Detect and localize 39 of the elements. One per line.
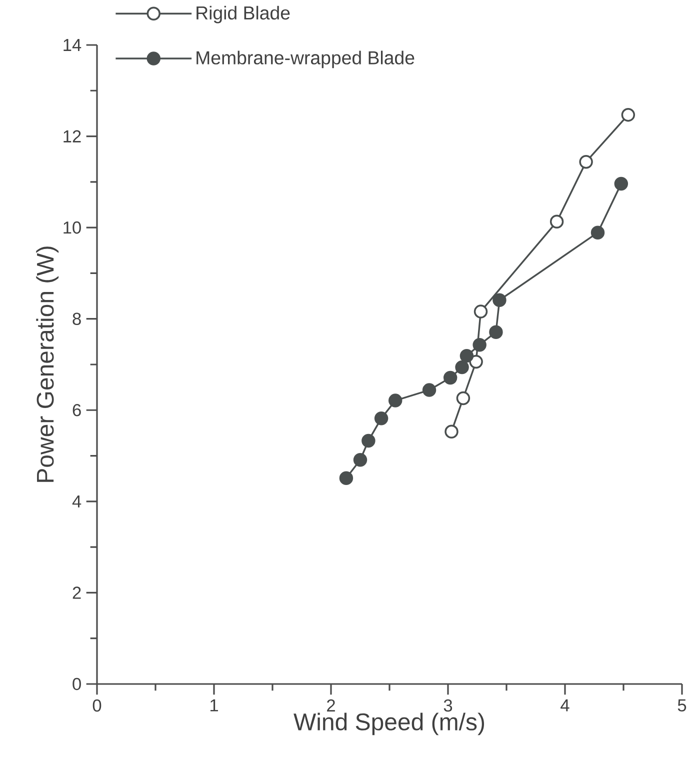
point <box>444 424 458 438</box>
point <box>489 325 503 339</box>
point <box>374 411 388 426</box>
point <box>579 154 593 169</box>
point <box>469 354 483 369</box>
y-tick-label: 0 <box>72 678 81 690</box>
point <box>362 434 376 448</box>
x-tick-label: 3 <box>444 699 452 712</box>
point <box>460 348 474 363</box>
point <box>339 471 354 486</box>
y-tick-label: 14 <box>64 39 82 51</box>
point <box>353 453 368 467</box>
y-tick-label: 10 <box>64 221 81 234</box>
y-tick-label: 4 <box>72 495 82 508</box>
point <box>614 176 628 191</box>
y-tick-label: 8 <box>72 312 81 325</box>
y-tick-label: 6 <box>72 404 81 416</box>
point <box>388 394 402 408</box>
x-tick-label: 5 <box>678 699 686 712</box>
point <box>455 360 469 374</box>
x-tick-label: 4 <box>560 699 570 712</box>
y-tick-label: 12 <box>64 130 81 142</box>
point <box>550 214 564 228</box>
point <box>492 293 506 308</box>
x-tick-label: 0 <box>92 699 102 712</box>
y-tick-label: 2 <box>72 586 81 599</box>
point <box>422 383 436 397</box>
legend-label: Rigid Blade <box>196 6 290 24</box>
x-tick-label: 1 <box>210 699 218 712</box>
y-axis-title: Power Generation (W) <box>36 246 59 482</box>
point <box>474 304 488 318</box>
point <box>590 226 605 240</box>
x-tick-label: 2 <box>327 699 335 712</box>
x-axis-title: Wind Speed (m/s) <box>294 712 484 736</box>
point <box>472 338 486 352</box>
point <box>621 108 636 122</box>
point <box>443 370 458 385</box>
legend-label: Membrane-wrapped Blade <box>196 50 414 68</box>
point <box>456 391 470 406</box>
